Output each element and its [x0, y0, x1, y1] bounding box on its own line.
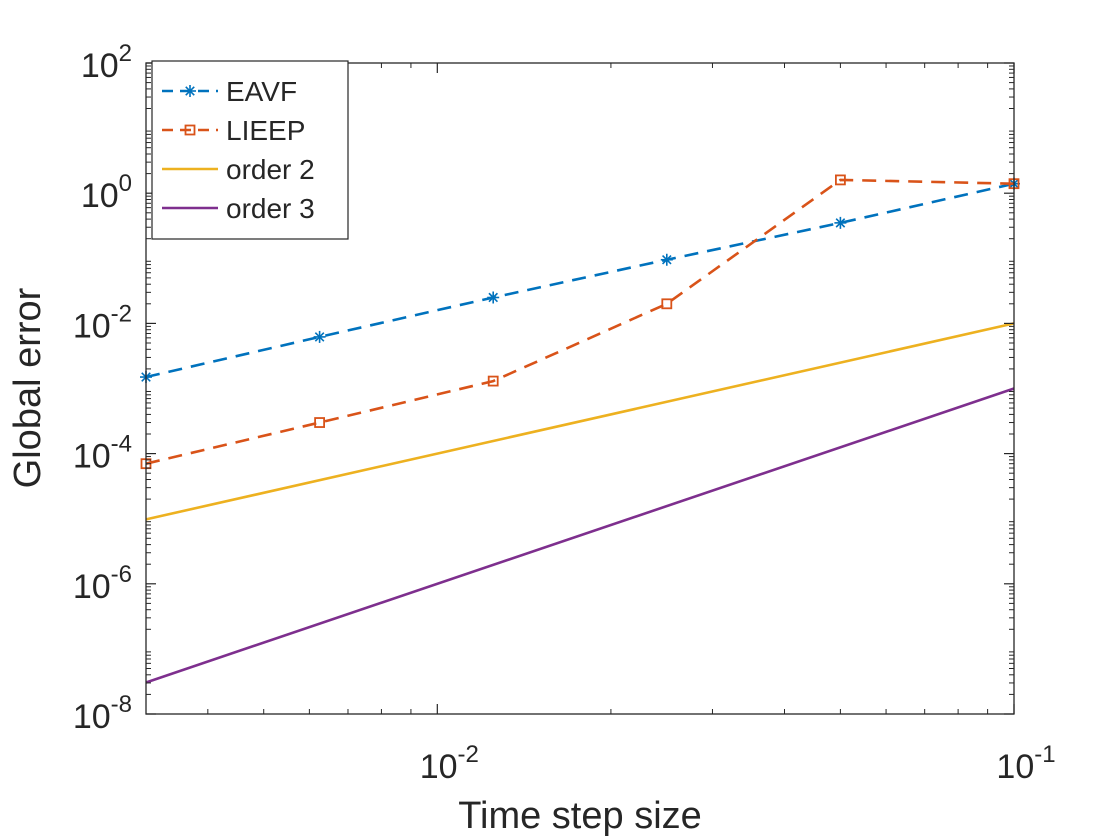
legend-label: order 2 — [226, 154, 315, 185]
series-line — [145, 387, 1015, 684]
y-tick-label: 10-8 — [73, 691, 132, 736]
y-tick-label: 10-4 — [73, 431, 132, 476]
legend-label: LIEEP — [226, 115, 305, 146]
square-marker — [487, 375, 499, 387]
asterisk-marker — [834, 216, 847, 229]
asterisk-marker — [487, 291, 500, 304]
legend-label: EAVF — [226, 76, 297, 107]
asterisk-marker — [660, 253, 673, 266]
asterisk-stroke — [661, 254, 672, 265]
legend-item: EAVF — [162, 76, 297, 107]
asterisk-marker — [313, 330, 326, 343]
y-axis-label: Global error — [7, 287, 49, 488]
x-tick-label: 10-2 — [420, 741, 479, 786]
plot-frame — [145, 62, 1015, 715]
legend-label: order 3 — [226, 193, 315, 224]
asterisk-stroke — [835, 218, 846, 228]
square-marker — [184, 124, 196, 136]
legend-item: order 2 — [162, 154, 315, 185]
series-line — [145, 322, 1015, 521]
square-marker — [835, 174, 846, 186]
series-layer — [140, 174, 1020, 684]
legend-item: order 3 — [162, 193, 315, 224]
square-marker — [314, 417, 326, 428]
y-tick-label: 102 — [81, 40, 132, 85]
series-order-2 — [145, 322, 1015, 521]
y-tick-label: 10-2 — [73, 300, 132, 345]
legend: EAVF LIEEP order 2 order 3 — [151, 60, 349, 240]
square-marker — [661, 298, 673, 310]
legend-item: LIEEP — [162, 115, 305, 146]
asterisk-stroke — [185, 86, 195, 96]
asterisk-stroke — [488, 292, 499, 303]
series-order-3 — [145, 387, 1015, 684]
x-tick-label: 10-1 — [996, 741, 1055, 786]
y-tick-label: 100 — [81, 170, 132, 215]
asterisk-stroke — [314, 332, 325, 342]
asterisk-marker — [184, 85, 196, 97]
series-line — [145, 178, 1015, 465]
series-line — [145, 182, 1015, 379]
x-axis-label: Time step size — [458, 795, 702, 837]
y-tick-label: 10-6 — [73, 561, 132, 606]
